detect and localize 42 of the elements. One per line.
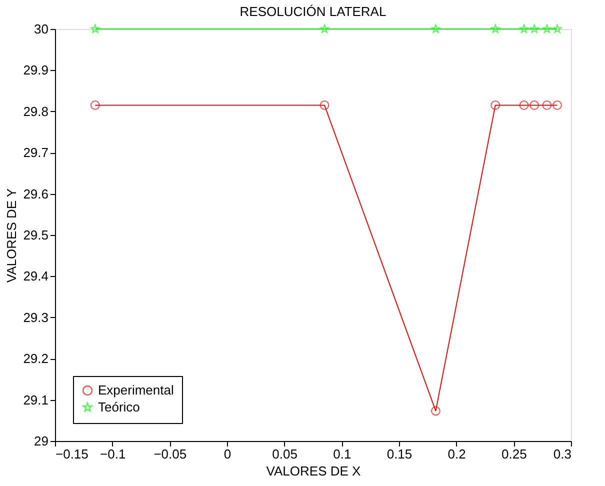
chart-title: RESOLUCIÓN LATERAL: [240, 4, 386, 19]
point: [431, 24, 440, 33]
y-axis-title: VALORES DE Y: [4, 188, 20, 283]
x-tick-label: 0.15: [386, 446, 412, 462]
x-tick-label: −0.1: [100, 446, 126, 462]
y-tick-label: 29.2: [23, 351, 48, 366]
point: [552, 100, 562, 110]
legend-label: Experimental: [98, 382, 174, 398]
point: [542, 24, 552, 33]
point: [490, 100, 500, 110]
y-tick-label: 29.9: [23, 62, 48, 78]
point: [542, 100, 552, 110]
y-tick-label: 29: [34, 434, 48, 448]
x-tick-label: 0.3: [553, 446, 572, 462]
point: [90, 100, 100, 110]
point: [320, 100, 330, 110]
point: [520, 24, 528, 33]
y-tick-label: 29.7: [23, 145, 48, 160]
y-tick-label: 29.6: [23, 186, 48, 202]
x-tick-label: 0.2: [448, 446, 466, 462]
x-tick-label: 0.05: [272, 446, 298, 462]
point: [320, 24, 329, 33]
x-tick-label: 0: [224, 446, 232, 462]
y-tick-label: 29.4: [23, 268, 48, 284]
point: [519, 100, 529, 110]
y-tick-label: 29.8: [23, 104, 48, 119]
y-tick-label: 29.3: [23, 310, 48, 325]
y-tick-label: 29.1: [23, 392, 48, 408]
x-tick-label: −0.15: [56, 446, 88, 462]
y-tick-label: 30: [34, 22, 48, 36]
y-tick-label: 29.5: [23, 228, 48, 242]
point: [90, 24, 100, 33]
x-tick-label: 0.25: [502, 446, 527, 462]
point: [530, 24, 539, 33]
point: [490, 24, 500, 33]
x-tick-label: 0.1: [333, 446, 352, 462]
point: [530, 100, 539, 110]
x-axis-title: VALORES DE X: [266, 464, 362, 478]
legend-label: Teórico: [98, 400, 140, 414]
point: [431, 406, 440, 416]
point: [552, 24, 562, 33]
x-tick-label: −0.05: [154, 446, 187, 462]
